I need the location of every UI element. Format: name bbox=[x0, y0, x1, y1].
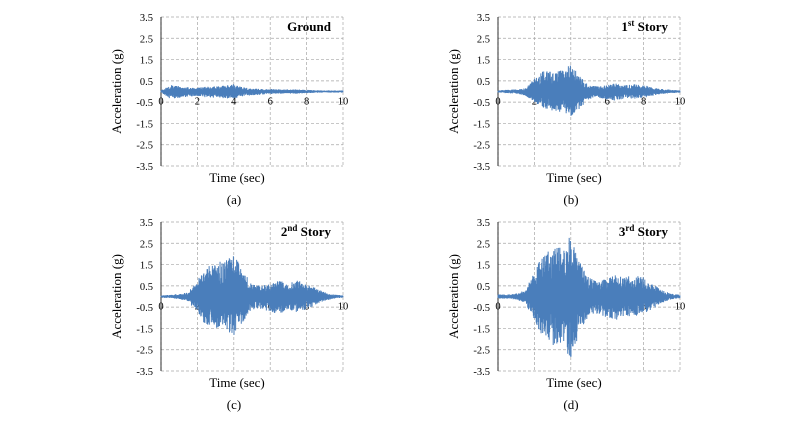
y-tick-label: -1.5 bbox=[136, 119, 153, 130]
acceleration-trace bbox=[160, 84, 344, 99]
x-tick-label: 10 bbox=[675, 302, 686, 313]
y-tick-labels: 3.5 2.5 1.5 0.5 -0.5 -1.5 -2.5 -3.5 bbox=[473, 218, 490, 378]
y-tick-label: -3.5 bbox=[473, 162, 490, 173]
x-tick-label: 8 bbox=[304, 97, 309, 108]
y-tick-label: 2.5 bbox=[140, 34, 153, 45]
panel-title: 3rd Story bbox=[619, 223, 669, 239]
y-tick-label: -0.5 bbox=[473, 303, 490, 314]
panel-title-rest: Story bbox=[634, 224, 668, 239]
y-tick-label: 1.5 bbox=[140, 261, 153, 272]
x-tick-label: 6 bbox=[605, 97, 610, 108]
panel-title-sup: rd bbox=[625, 223, 634, 233]
y-tick-label: 1.5 bbox=[477, 56, 490, 67]
y-tick-label: -2.5 bbox=[136, 141, 153, 152]
panel-title-main: 3 bbox=[619, 224, 626, 239]
y-tick-label: -1.5 bbox=[473, 324, 490, 335]
y-tick-labels: 3.5 2.5 1.5 0.5 -0.5 -1.5 -2.5 -3.5 bbox=[473, 13, 490, 173]
y-tick-labels: 3.5 2.5 1.5 0.5 -0.5 -1.5 -2.5 -3.5 bbox=[136, 218, 153, 378]
x-tick-label: 0 bbox=[158, 97, 163, 108]
panel-title: Ground bbox=[287, 19, 332, 34]
y-tick-label: -1.5 bbox=[136, 324, 153, 335]
y-tick-label: 2.5 bbox=[477, 239, 490, 250]
y-tick-label: -3.5 bbox=[473, 367, 490, 378]
panel-title-sup: st bbox=[628, 18, 635, 28]
panel-a: 3.5 2.5 1.5 0.5 -0.5 -1.5 -2.5 -3.5 0 2 4 6 8 10 Acc… bbox=[109, 13, 348, 207]
y-tick-label: 1.5 bbox=[140, 56, 153, 67]
acceleration-trace bbox=[160, 256, 344, 335]
panel-title-main: 1 bbox=[621, 19, 628, 34]
y-tick-label: 2.5 bbox=[477, 34, 490, 45]
x-tick-label: 8 bbox=[304, 302, 309, 313]
y-axis-label: Acceleration (g) bbox=[109, 254, 124, 339]
acceleration-trace bbox=[497, 65, 681, 116]
grid bbox=[497, 16, 681, 167]
y-tick-label: 0.5 bbox=[140, 282, 153, 293]
panel-b: 3.52.51.50.5-0.5-1.5-2.5-3.5 0 2 4 6 8 10 Acc… bbox=[446, 13, 685, 207]
x-tick-label: 0 bbox=[495, 302, 500, 313]
y-axis-label: Acceleration (g) bbox=[109, 49, 124, 134]
x-axis-label: Time (sec) bbox=[546, 375, 602, 390]
y-tick-label: -0.5 bbox=[136, 303, 153, 314]
y-tick-label: 3.5 bbox=[140, 13, 153, 24]
y-tick-label: 0.5 bbox=[477, 77, 490, 88]
x-tick-label: 4 bbox=[231, 97, 237, 108]
x-tick-label: 0 bbox=[158, 302, 163, 313]
x-tick-labels: 0 2 4 6 8 10 bbox=[158, 97, 348, 108]
grid bbox=[160, 16, 344, 167]
x-axis-label: Time (sec) bbox=[209, 170, 265, 185]
y-tick-label: -0.5 bbox=[473, 98, 490, 109]
y-tick-label: -3.5 bbox=[136, 162, 153, 173]
x-tick-label: 8 bbox=[641, 97, 646, 108]
panel-title-main: 2 bbox=[281, 224, 288, 239]
y-tick-label: -2.5 bbox=[473, 346, 490, 357]
y-tick-label: -2.5 bbox=[136, 346, 153, 357]
y-axis-label: Acceleration (g) bbox=[446, 254, 461, 339]
panel-title-main: Ground bbox=[287, 19, 332, 34]
y-tick-labels: 3.5 2.5 1.5 0.5 -0.5 -1.5 -2.5 -3.5 bbox=[136, 13, 153, 173]
acceleration-trace bbox=[497, 237, 681, 357]
y-axis-label: Acceleration (g) bbox=[446, 49, 461, 134]
panel-title-rest: Story bbox=[297, 224, 331, 239]
y-tick-label: 3.5 bbox=[477, 13, 490, 24]
panel-title: 1st Story bbox=[621, 18, 668, 34]
x-tick-label: 10 bbox=[338, 97, 349, 108]
y-tick-label: -1.5 bbox=[473, 119, 490, 130]
y-tick-label: 3.5 bbox=[140, 218, 153, 229]
x-tick-label: 0 bbox=[495, 97, 500, 108]
panel-caption: (a) bbox=[227, 192, 241, 207]
x-axis-label: Time (sec) bbox=[546, 170, 602, 185]
y-tick-label: 2.5 bbox=[140, 239, 153, 250]
y-tick-label: -2.5 bbox=[473, 141, 490, 152]
panel-caption: (c) bbox=[227, 397, 241, 412]
panel-caption: (b) bbox=[563, 192, 578, 207]
y-tick-label: -0.5 bbox=[136, 98, 153, 109]
y-tick-label: 3.5 bbox=[477, 218, 490, 229]
panel-title: 2nd Story bbox=[281, 223, 332, 239]
y-tick-label: 0.5 bbox=[140, 77, 153, 88]
grid bbox=[160, 221, 344, 372]
panel-c: 3.52.51.50.5-0.5-1.5-2.5-3.5 0 2 4 6 8 10 Acc… bbox=[109, 218, 348, 412]
panel-title-rest: Story bbox=[634, 19, 668, 34]
y-tick-label: 0.5 bbox=[477, 282, 490, 293]
x-axis-label: Time (sec) bbox=[209, 375, 265, 390]
x-tick-label: 10 bbox=[675, 97, 686, 108]
x-tick-label: 10 bbox=[338, 302, 349, 313]
x-tick-label: 2 bbox=[195, 97, 200, 108]
y-tick-label: 1.5 bbox=[477, 261, 490, 272]
panel-title-sup: nd bbox=[287, 223, 297, 233]
x-tick-label: 6 bbox=[268, 97, 273, 108]
panel-d: 3.52.51.50.5-0.5-1.5-2.5-3.5 0 2 4 6 8 10 Acc… bbox=[446, 218, 685, 412]
y-tick-label: -3.5 bbox=[136, 367, 153, 378]
panel-caption: (d) bbox=[563, 397, 578, 412]
